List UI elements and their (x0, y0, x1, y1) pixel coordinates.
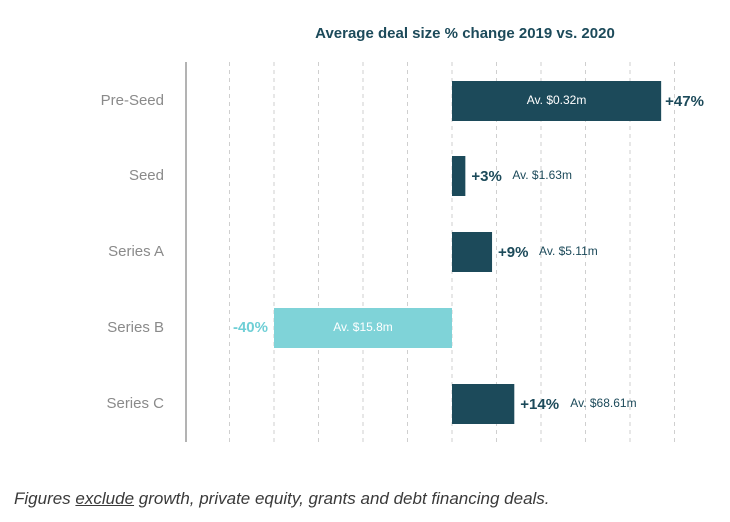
bar (452, 232, 493, 272)
average-label: Av. $0.32m (527, 93, 587, 107)
value-label: +47% (665, 93, 704, 110)
value-label: +14% (520, 396, 559, 413)
bars-layer: Pre-Seed Av. $0.32m +47% Seed +3% Av. $1.63m S… (101, 81, 704, 424)
footnote-text-end: growth, private equity, grants and debt … (134, 489, 550, 508)
average-label: Av. $15.8m (333, 320, 393, 334)
bar (274, 308, 452, 348)
footnote: Figures exclude growth, private equity, … (14, 489, 550, 509)
chart-title: Average deal size % change 2019 vs. 2020 (315, 25, 615, 42)
footnote-text-start: Figures (14, 489, 76, 508)
bar (452, 81, 662, 121)
category-label: Series A (108, 243, 164, 260)
value-label: -40% (233, 319, 268, 336)
deal-size-chart: Average deal size % change 2019 vs. 2020… (101, 25, 704, 442)
average-label: Av. $5.11m (539, 244, 598, 258)
value-label: +9% (498, 244, 528, 261)
average-label: Av. $68.61m (570, 396, 636, 410)
footnote-underlined-word: exclude (75, 489, 135, 508)
category-label: Pre-Seed (101, 92, 164, 109)
bar (452, 384, 515, 424)
category-label: Series B (107, 319, 164, 336)
average-label: Av. $1.63m (512, 168, 572, 182)
category-label: Seed (129, 167, 164, 184)
value-label: +3% (471, 168, 501, 185)
category-label: Series C (106, 395, 164, 412)
bar (452, 156, 466, 196)
